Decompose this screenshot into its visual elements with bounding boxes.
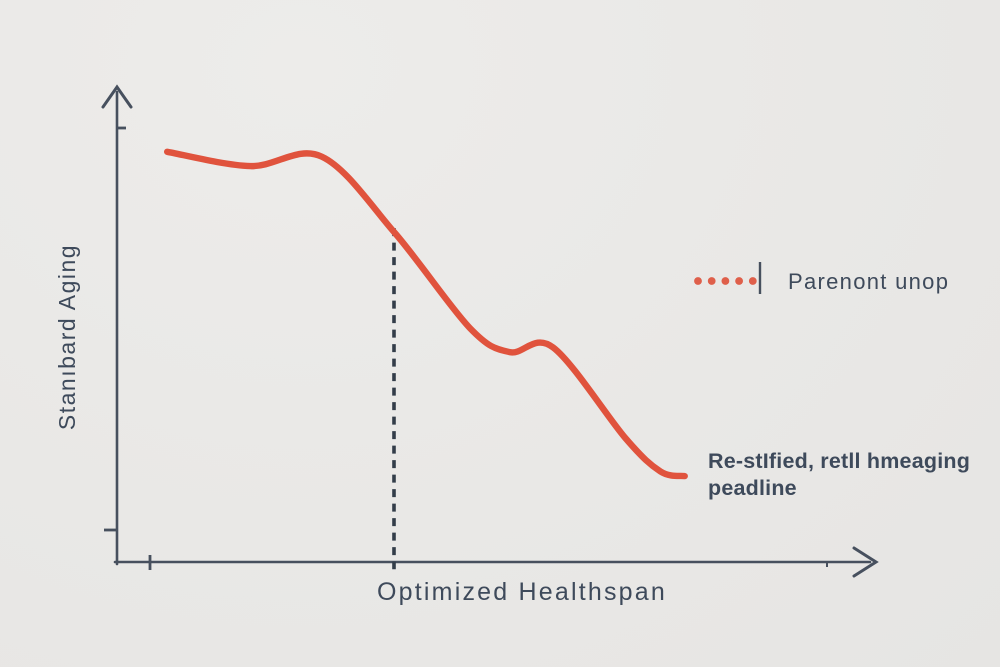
legend-dot [707,277,716,285]
y-axis-label: Stanıbard Aging [54,244,80,430]
x-axis-arrowhead-icon [852,546,879,578]
annotation-line-1: Re-stIfied, retll hmeaging [708,449,970,473]
legend-dot [721,277,730,285]
legend-dot [694,277,702,285]
x-axis-label: Optimized Healthspan [377,578,667,606]
aging-curve [164,148,688,480]
axes [101,84,879,578]
legend-dot [748,277,757,285]
y-axis-arrowhead-icon [101,84,133,109]
annotation-line-2: peadline [708,476,797,500]
legend-label: Parenont unop [788,269,949,294]
legend-dot [735,277,743,285]
legend-dotted-swatch [694,277,757,285]
